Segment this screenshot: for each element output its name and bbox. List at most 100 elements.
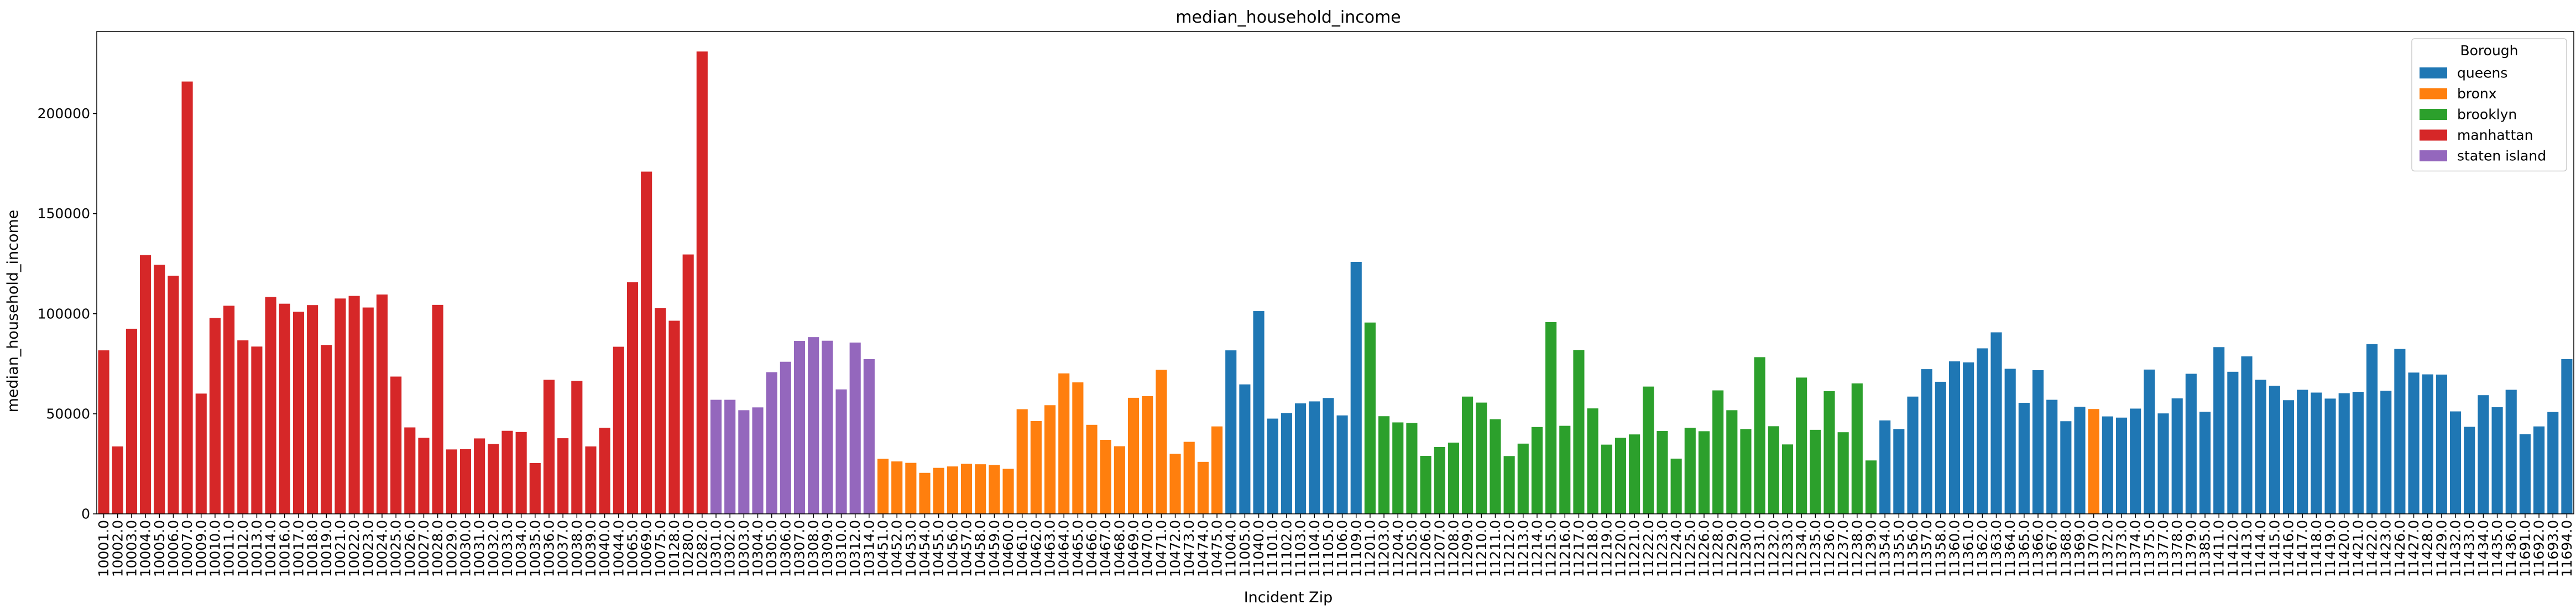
legend-items: queens bronx brooklyn manhattan staten islan…: [2420, 65, 2546, 164]
bar-11693.0: [2547, 412, 2559, 514]
bar-11204.0: [1392, 422, 1404, 514]
bar-10027.0: [418, 438, 430, 514]
x-tick-label: 10040.0: [597, 520, 613, 577]
x-tick-label: 11211.0: [1487, 520, 1503, 577]
bar-11210.0: [1476, 402, 1487, 514]
bar-10039.0: [585, 446, 597, 514]
bar-10040.0: [599, 428, 610, 514]
bar-11234.0: [1796, 377, 1807, 514]
x-tick-label: 11217.0: [1571, 520, 1587, 577]
bar-10075.0: [655, 308, 666, 514]
bar-10001.0: [98, 350, 109, 514]
x-tick-label: 11220.0: [1612, 520, 1628, 577]
bar-11419.0: [2324, 398, 2336, 514]
bar-10030.0: [459, 449, 472, 514]
x-tick-label: 10026.0: [402, 520, 418, 577]
bar-10017.0: [292, 312, 305, 514]
bar-10028.0: [432, 304, 443, 514]
x-tick-label: 11427.0: [2406, 520, 2422, 577]
x-tick-label: 11234.0: [1794, 520, 1810, 577]
x-tick-label: 10465.0: [1070, 520, 1086, 577]
bar-10013.0: [251, 346, 263, 514]
x-tick-label: 10459.0: [986, 520, 1002, 577]
x-tick-label: 10471.0: [1153, 520, 1169, 577]
x-tick-label: 11354.0: [1877, 520, 1893, 577]
bar-11411.0: [2213, 347, 2225, 514]
x-tick-label: 10452.0: [889, 520, 905, 577]
bar-10308.0: [808, 337, 819, 514]
x-tick-label: 10025.0: [388, 520, 404, 577]
bar-11236.0: [1823, 391, 1835, 514]
x-tick-label: 11693.0: [2545, 520, 2561, 577]
x-tick-label: 10075.0: [652, 520, 668, 577]
legend-swatch-queens: [2420, 67, 2447, 78]
bar-11219.0: [1601, 444, 1612, 514]
bar-10462.0: [1030, 420, 1042, 514]
bar-11355.0: [1893, 429, 1905, 514]
x-tick-label: 11363.0: [1988, 520, 2004, 577]
x-tick-label: 11004.0: [1223, 520, 1239, 577]
bar-10475.0: [1211, 426, 1223, 514]
x-tick-label: 10464.0: [1056, 520, 1072, 577]
x-tick-label: 10038.0: [569, 520, 585, 577]
x-tick-label: 10314.0: [861, 520, 877, 577]
x-tick-label: 10023.0: [360, 520, 376, 577]
x-tick-label: 10069.0: [639, 520, 655, 577]
bar-11375.0: [2144, 369, 2155, 514]
bar-11433.0: [2464, 427, 2475, 514]
bar-10002.0: [112, 446, 123, 514]
x-tick-label: 11373.0: [2114, 520, 2130, 577]
bar-11211.0: [1490, 419, 1501, 514]
x-tick-label: 10036.0: [541, 520, 557, 577]
x-tick-label: 11223.0: [1654, 520, 1670, 577]
bar-10010.0: [209, 318, 221, 514]
x-tick-label: 11377.0: [2155, 520, 2171, 577]
bar-10018.0: [307, 305, 318, 514]
x-tick-label: 11210.0: [1474, 520, 1490, 577]
x-tick-label: 11428.0: [2420, 520, 2436, 577]
x-tick-label: 10033.0: [499, 520, 515, 577]
x-tick-label: 11232.0: [1765, 520, 1781, 577]
x-ticks-group: 10001.010002.010003.010004.010005.010006…: [96, 514, 2575, 577]
bar-10463.0: [1044, 405, 1056, 514]
x-tick-label: 10007.0: [179, 520, 195, 577]
bar-10004.0: [140, 255, 151, 514]
bar-11206.0: [1420, 455, 1431, 514]
legend-label-staten-island: staten island: [2457, 148, 2546, 164]
x-tick-label: 10024.0: [374, 520, 390, 577]
x-tick-label: 11375.0: [2141, 520, 2157, 577]
y-ticks-group: 0 50000 100000 150000 200000: [38, 106, 97, 522]
x-tick-label: 11237.0: [1835, 520, 1851, 577]
bar-10007.0: [181, 81, 193, 514]
y-tick-label: 200000: [38, 106, 90, 122]
bar-11224.0: [1670, 459, 1682, 514]
x-tick-label: 11694.0: [2559, 520, 2575, 577]
x-tick-label: 10021.0: [332, 520, 348, 577]
x-tick-label: 11366.0: [2030, 520, 2046, 577]
bar-10304.0: [752, 407, 764, 514]
bar-10021.0: [335, 298, 346, 514]
bar-10009.0: [195, 393, 207, 514]
bar-11220.0: [1614, 438, 1627, 514]
bar-10022.0: [348, 296, 360, 514]
bar-10312.0: [849, 342, 861, 514]
bar-10025.0: [390, 376, 402, 514]
bar-11422.0: [2366, 344, 2378, 514]
bar-11239.0: [1865, 460, 1877, 514]
x-tick-label: 10004.0: [138, 520, 154, 577]
x-tick-label: 11419.0: [2322, 520, 2338, 577]
bar-11231.0: [1754, 357, 1765, 514]
bar-10282.0: [696, 51, 708, 514]
bar-10032.0: [488, 444, 499, 514]
x-tick-label: 10308.0: [806, 520, 822, 577]
bar-10012.0: [237, 340, 249, 514]
bar-11420.0: [2338, 393, 2350, 514]
legend: Borough queens bronx brooklyn manhattan stat…: [2411, 38, 2567, 172]
bar-11435.0: [2491, 407, 2503, 514]
x-tick-label: 10301.0: [708, 520, 724, 577]
x-tick-label: 11414.0: [2253, 520, 2269, 577]
x-tick-label: 11209.0: [1460, 520, 1476, 577]
bar-11418.0: [2311, 392, 2322, 514]
legend-title: Borough: [2460, 43, 2518, 59]
